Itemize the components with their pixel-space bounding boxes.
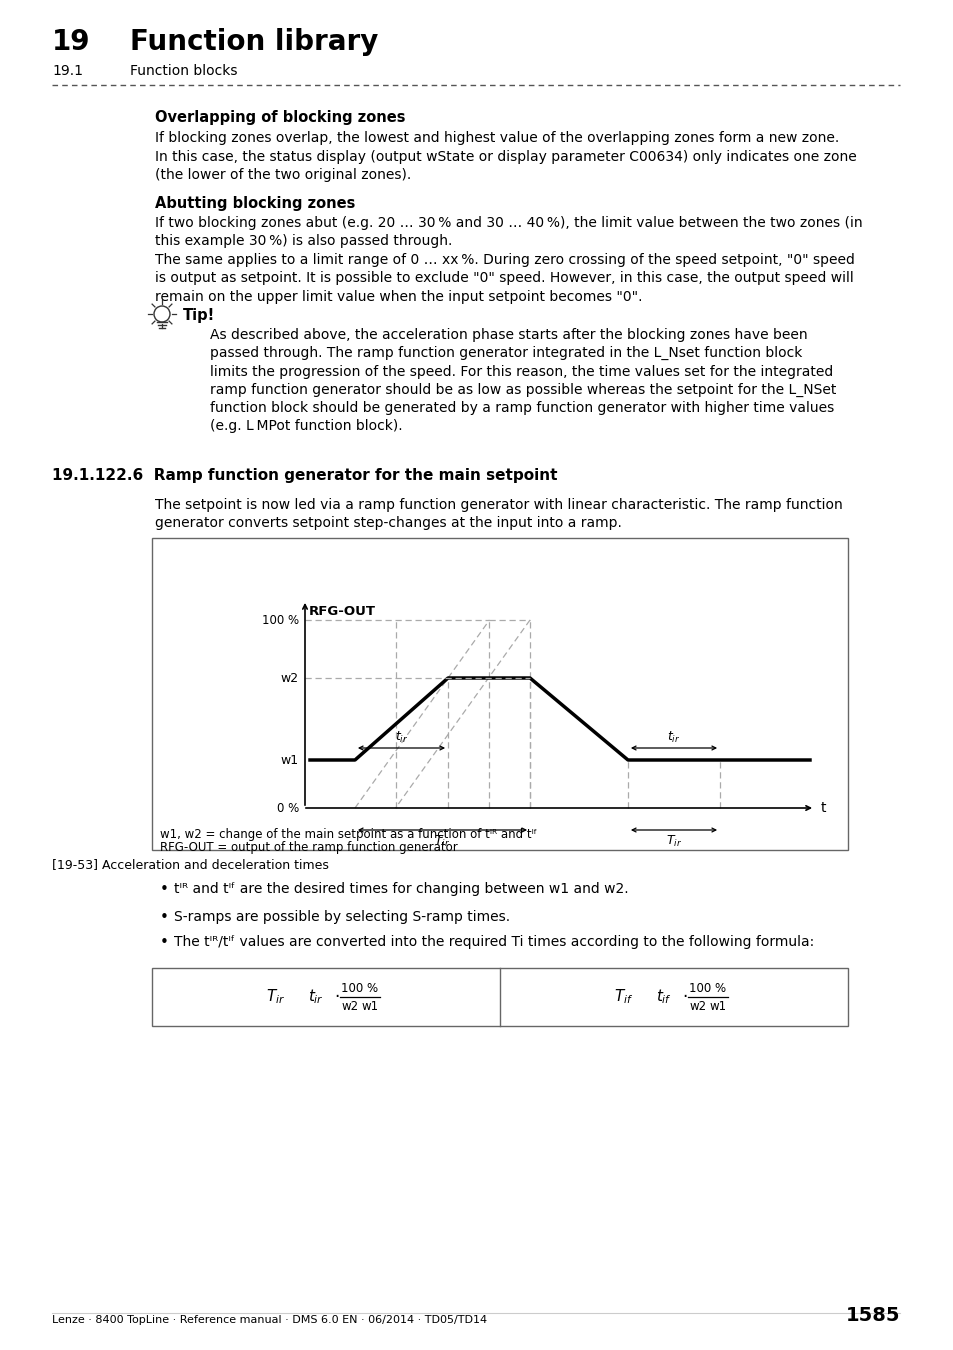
Text: [19-53] Acceleration and deceleration times: [19-53] Acceleration and deceleration ti… — [52, 859, 329, 871]
Text: The tᴵᴿ/tᴵᶠ values are converted into the required Ti times according to the fol: The tᴵᴿ/tᴵᶠ values are converted into th… — [173, 936, 814, 949]
Text: w1: w1 — [709, 999, 726, 1012]
Text: As described above, the acceleration phase starts after the blocking zones have : As described above, the acceleration pha… — [210, 328, 836, 433]
Text: 19.1.122.6  Ramp function generator for the main setpoint: 19.1.122.6 Ramp function generator for t… — [52, 468, 557, 483]
Text: $T_{ir}$: $T_{ir}$ — [434, 834, 450, 849]
Text: The same applies to a limit range of 0 … xx %. During zero crossing of the speed: The same applies to a limit range of 0 …… — [154, 252, 854, 304]
Text: •: • — [160, 882, 169, 896]
Text: $t_{ir}$: $t_{ir}$ — [395, 730, 408, 745]
Text: Tip!: Tip! — [183, 308, 215, 323]
Text: w1: w1 — [361, 999, 378, 1012]
Text: Function blocks: Function blocks — [130, 63, 237, 78]
Text: Lenze · 8400 TopLine · Reference manual · DMS 6.0 EN · 06/2014 · TD05/TD14: Lenze · 8400 TopLine · Reference manual … — [52, 1315, 487, 1324]
Text: t: t — [821, 801, 825, 815]
Text: 100 %: 100 % — [341, 981, 378, 995]
Text: The setpoint is now led via a ramp function generator with linear characteristic: The setpoint is now led via a ramp funct… — [154, 498, 841, 531]
Text: S-ramps are possible by selecting S-ramp times.: S-ramps are possible by selecting S-ramp… — [173, 910, 510, 923]
Text: tᴵᴿ and tᴵᶠ are the desired times for changing between w1 and w2.: tᴵᴿ and tᴵᶠ are the desired times for ch… — [173, 882, 628, 896]
Text: $t_{ir}$: $t_{ir}$ — [308, 988, 323, 1006]
Text: Function library: Function library — [130, 28, 378, 55]
Text: w2: w2 — [689, 999, 706, 1012]
Text: $t_{if}$: $t_{if}$ — [656, 988, 671, 1006]
Text: ·: · — [681, 988, 686, 1006]
Text: $T_{ir}$: $T_{ir}$ — [266, 988, 285, 1006]
Bar — [152, 539, 847, 850]
Text: Overlapping of blocking zones: Overlapping of blocking zones — [154, 109, 405, 126]
Text: $T_{ir}$: $T_{ir}$ — [665, 834, 681, 849]
Text: If blocking zones overlap, the lowest and highest value of the overlapping zones: If blocking zones overlap, the lowest an… — [154, 131, 839, 144]
Text: 19: 19 — [52, 28, 91, 55]
Text: w1: w1 — [280, 753, 298, 767]
Text: $T_{if}$: $T_{if}$ — [614, 988, 633, 1006]
Text: w2: w2 — [341, 999, 358, 1012]
Text: RFG-OUT = output of the ramp function generator: RFG-OUT = output of the ramp function ge… — [160, 841, 457, 855]
Text: w2: w2 — [280, 671, 298, 684]
Text: •: • — [160, 936, 169, 950]
Text: $t_{ir}$: $t_{ir}$ — [666, 730, 680, 745]
Text: 100 %: 100 % — [689, 981, 726, 995]
Bar — [152, 968, 847, 1026]
Text: 100 %: 100 % — [262, 613, 298, 626]
Text: ·: · — [334, 988, 339, 1006]
Text: In this case, the status display (output wState or display parameter C00634) onl: In this case, the status display (output… — [154, 150, 856, 182]
Text: If two blocking zones abut (e.g. 20 … 30 % and 30 … 40 %), the limit value betwe: If two blocking zones abut (e.g. 20 … 30… — [154, 216, 862, 248]
Text: •: • — [160, 910, 169, 925]
Text: w1, w2 = change of the main setpoint as a function of tᴵᴿ and tᴵᶠ: w1, w2 = change of the main setpoint as … — [160, 828, 537, 841]
Text: 1585: 1585 — [844, 1305, 899, 1324]
Text: RFG-OUT: RFG-OUT — [309, 605, 375, 618]
Text: 19.1: 19.1 — [52, 63, 83, 78]
Text: 0 %: 0 % — [276, 802, 298, 814]
Text: Abutting blocking zones: Abutting blocking zones — [154, 196, 355, 211]
